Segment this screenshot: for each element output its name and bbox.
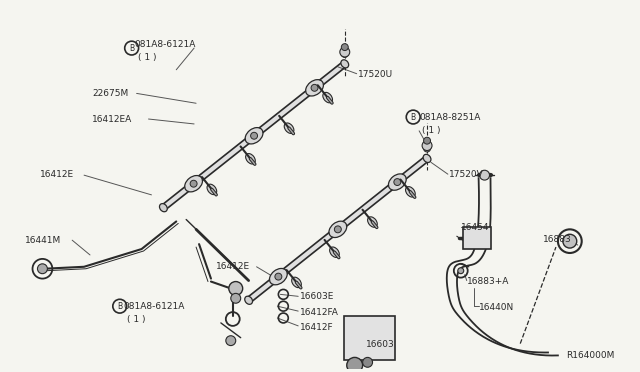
Text: 16412F: 16412F [300, 323, 334, 332]
Ellipse shape [388, 174, 406, 190]
Ellipse shape [207, 184, 217, 195]
Circle shape [226, 336, 236, 346]
Ellipse shape [306, 80, 323, 96]
Text: ( 1 ): ( 1 ) [127, 315, 145, 324]
Text: 081A8-6121A: 081A8-6121A [124, 302, 185, 311]
Ellipse shape [159, 203, 167, 212]
Text: 22675M: 22675M [92, 89, 128, 99]
Ellipse shape [329, 221, 347, 237]
Text: 16412E: 16412E [216, 262, 250, 271]
Text: 16603: 16603 [365, 340, 394, 349]
Circle shape [38, 264, 47, 274]
Text: B: B [117, 302, 122, 311]
Circle shape [347, 357, 363, 372]
Ellipse shape [330, 247, 339, 257]
Text: 081A8-8251A: 081A8-8251A [419, 113, 481, 122]
Text: R164000M: R164000M [566, 350, 614, 359]
Circle shape [334, 226, 341, 233]
Text: 16883: 16883 [543, 235, 572, 244]
Text: 17520V: 17520V [449, 170, 484, 179]
Circle shape [228, 282, 243, 295]
Text: 16412E: 16412E [40, 170, 75, 179]
Bar [463, 227, 490, 249]
Ellipse shape [423, 154, 431, 163]
Ellipse shape [185, 176, 202, 192]
Circle shape [424, 145, 431, 152]
Circle shape [341, 44, 348, 51]
Circle shape [190, 180, 197, 187]
Text: ( 1 ): ( 1 ) [138, 53, 156, 62]
Text: 16454: 16454 [461, 224, 489, 232]
Text: 16441M: 16441M [24, 236, 61, 245]
Circle shape [363, 357, 372, 367]
Text: ( 1 ): ( 1 ) [422, 126, 440, 135]
Circle shape [231, 294, 241, 303]
Ellipse shape [406, 187, 415, 197]
Circle shape [422, 141, 432, 151]
Ellipse shape [245, 128, 263, 144]
Text: 16440N: 16440N [479, 303, 514, 312]
Ellipse shape [284, 123, 294, 134]
Text: 16412EA: 16412EA [92, 115, 132, 124]
Text: B: B [129, 44, 134, 52]
Text: 16412FA: 16412FA [300, 308, 339, 317]
Ellipse shape [244, 296, 253, 304]
Text: 16883+A: 16883+A [467, 277, 509, 286]
Ellipse shape [367, 217, 377, 227]
Circle shape [341, 51, 348, 57]
Ellipse shape [246, 154, 255, 164]
Circle shape [311, 84, 318, 91]
Circle shape [275, 273, 282, 280]
Ellipse shape [292, 277, 301, 288]
Circle shape [251, 132, 257, 139]
Ellipse shape [269, 269, 287, 285]
Ellipse shape [341, 60, 349, 68]
Ellipse shape [323, 92, 333, 103]
Text: B: B [411, 113, 416, 122]
Polygon shape [161, 61, 347, 210]
Text: 17520U: 17520U [358, 70, 393, 79]
Circle shape [563, 234, 577, 248]
Text: 081A8-6121A: 081A8-6121A [134, 40, 196, 49]
Circle shape [340, 47, 349, 57]
Circle shape [458, 268, 464, 274]
Circle shape [424, 137, 431, 144]
Text: 16603E: 16603E [300, 292, 335, 301]
Polygon shape [247, 156, 429, 302]
Bar [344, 316, 396, 360]
Circle shape [394, 179, 401, 186]
Circle shape [479, 170, 490, 180]
